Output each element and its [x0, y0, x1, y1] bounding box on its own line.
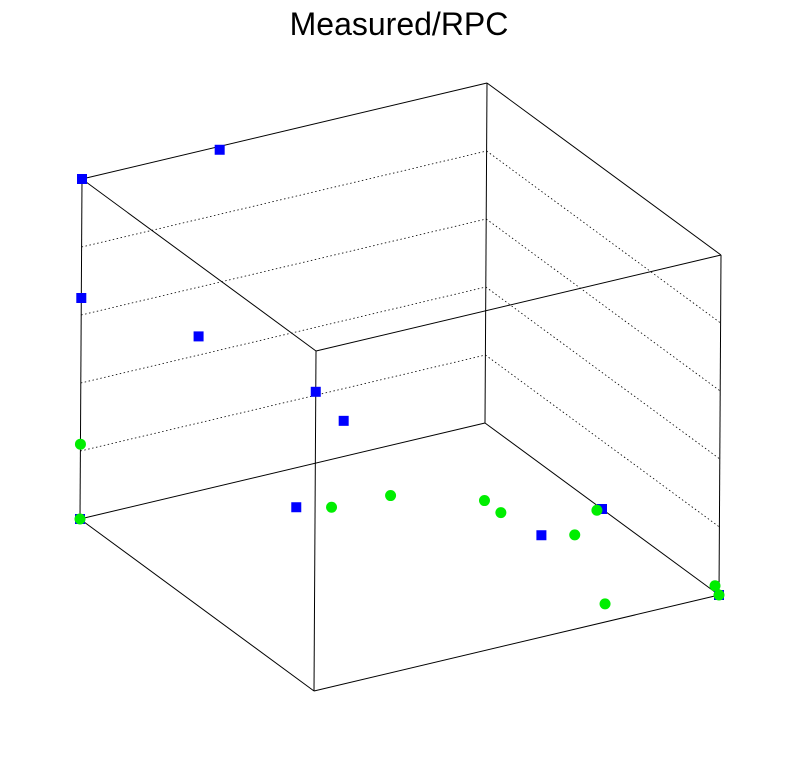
circle-marker-3	[478, 495, 490, 507]
square-marker-3	[291, 502, 302, 513]
grid-line-right-3	[486, 150, 721, 324]
grid-line-right-1	[485, 286, 721, 460]
circle-marker-9	[495, 507, 507, 519]
circle-marker-7	[709, 580, 721, 592]
frame-edge-11	[79, 422, 486, 520]
frame-edge-1	[313, 594, 720, 692]
grid-lines	[80, 150, 721, 528]
data-markers	[74, 144, 725, 610]
square-marker-1	[214, 144, 225, 155]
frame-edge-0	[79, 518, 315, 692]
circle-marker-6	[591, 504, 603, 516]
frame-edge-7	[81, 82, 488, 180]
square-marker-8	[536, 530, 547, 541]
circle-marker-4	[385, 490, 397, 502]
frame-edge-9	[484, 82, 488, 424]
frame-edge-5	[81, 178, 317, 352]
circle-marker-10	[713, 589, 725, 601]
grid-line-left-1	[80, 286, 486, 384]
square-marker-0	[77, 174, 87, 184]
circle-marker-0	[74, 438, 86, 450]
circle-marker-5	[569, 529, 581, 541]
grid-line-right-0	[485, 354, 720, 528]
square-marker-9	[310, 386, 321, 397]
grid-line-left-3	[81, 150, 487, 248]
chart-title: Measured/RPC	[289, 6, 509, 42]
circle-marker-2	[326, 501, 338, 513]
frame-box	[79, 82, 722, 692]
square-marker-2	[76, 293, 87, 303]
square-marker-5	[338, 415, 349, 426]
circle-marker-1	[74, 513, 86, 525]
grid-line-right-2	[485, 218, 721, 392]
square-marker-4	[193, 331, 204, 342]
frame-edge-3	[313, 350, 317, 692]
grid-line-left-0	[80, 354, 486, 452]
frame-edge-6	[315, 254, 722, 352]
circle-marker-8	[599, 598, 611, 610]
frame-edge-2	[79, 178, 83, 520]
grid-line-left-2	[81, 218, 487, 316]
frame-edge-8	[486, 82, 722, 256]
frame-edge-4	[718, 254, 722, 596]
